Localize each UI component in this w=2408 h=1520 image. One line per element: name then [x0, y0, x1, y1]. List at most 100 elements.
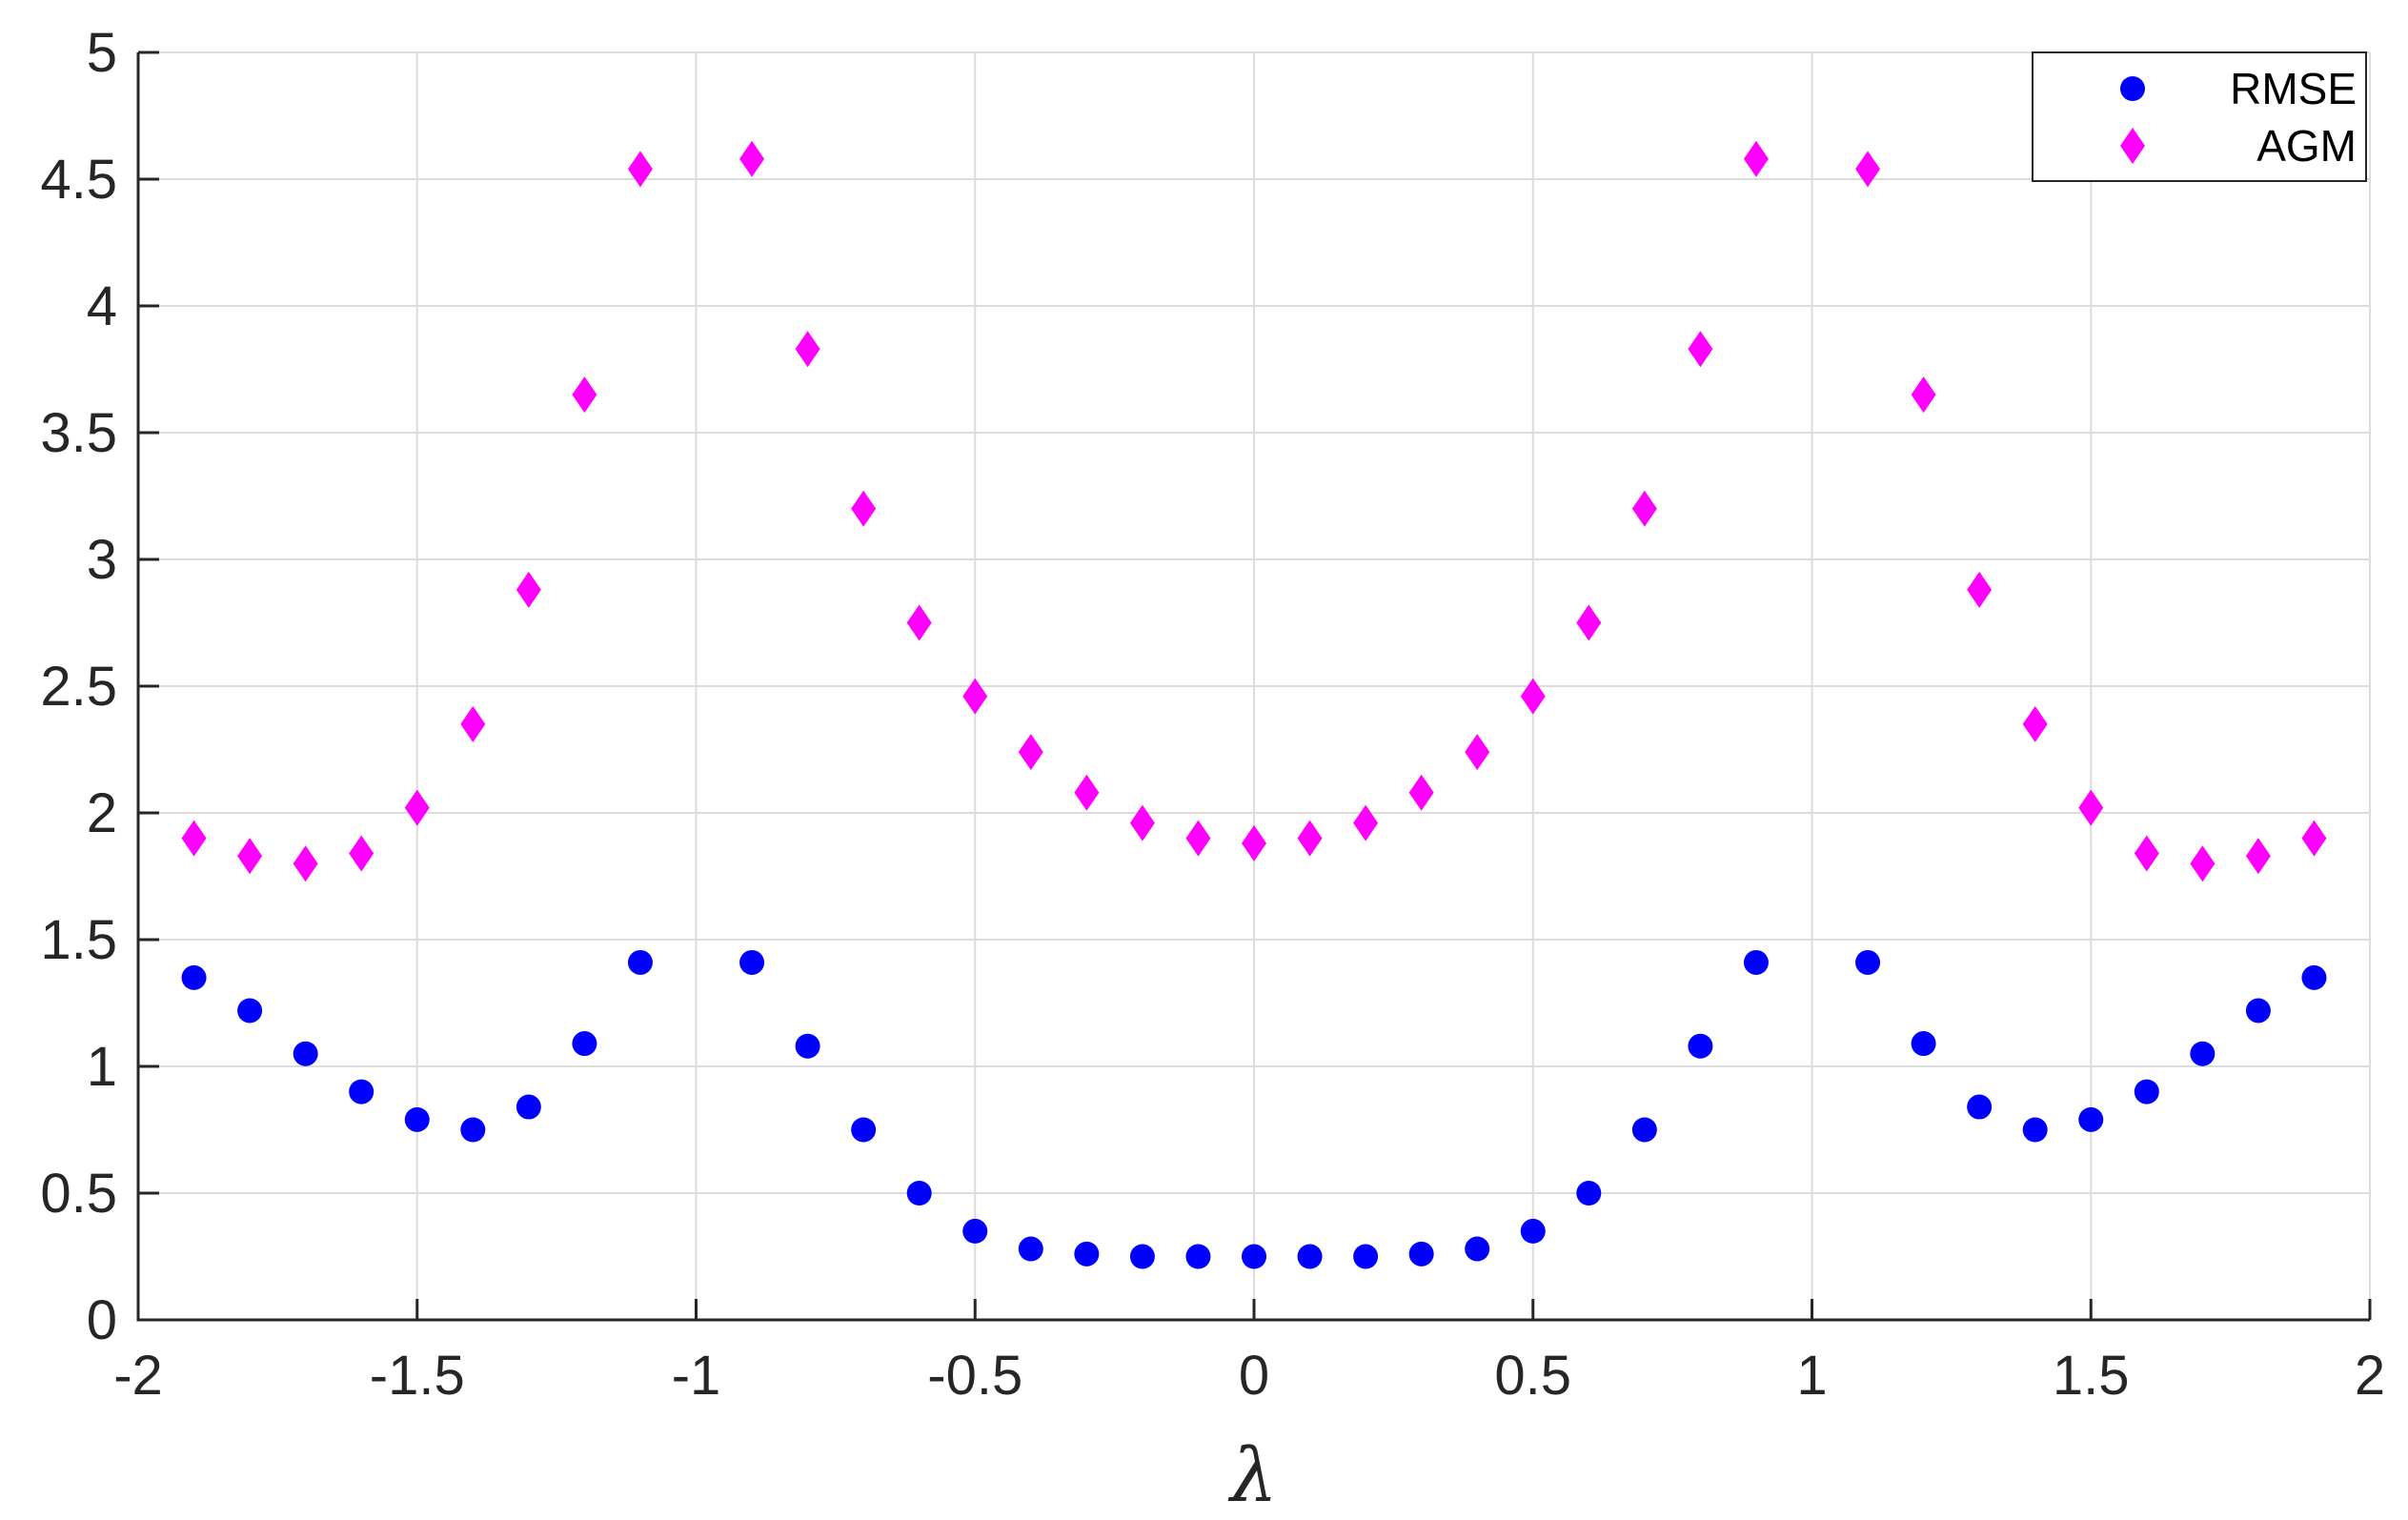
rmse-point	[2301, 964, 2327, 990]
agm-point	[1185, 820, 1211, 857]
agm-point	[1576, 604, 1602, 641]
rmse-point	[1465, 1236, 1490, 1262]
y-tick-label: 2.5	[40, 656, 117, 718]
agm-point	[1018, 734, 1043, 771]
agm-point	[1353, 804, 1379, 841]
x-tick-label: 1	[1796, 1345, 1827, 1407]
agm-point	[1855, 151, 1881, 188]
legend-label-rmse: RMSE	[2230, 64, 2357, 113]
rmse-point	[1185, 1244, 1211, 1269]
agm-point	[181, 820, 207, 857]
y-tick-label: 2	[87, 782, 117, 844]
rmse-point	[2245, 998, 2271, 1023]
agm-point	[906, 604, 932, 641]
rmse-point	[906, 1181, 932, 1206]
agm-point	[2078, 789, 2104, 826]
agm-point	[237, 838, 263, 875]
rmse-point	[181, 964, 207, 990]
x-tick-label: 0.5	[1494, 1345, 1571, 1407]
rmse-point	[1743, 949, 1769, 975]
y-tick-label: 1.5	[40, 909, 117, 971]
y-tick-label: 3.5	[40, 402, 117, 464]
rmse-point	[1129, 1244, 1155, 1269]
y-tick-label: 3	[87, 529, 117, 591]
series-rmse	[181, 949, 2327, 1269]
x-tick-label: -2	[113, 1345, 163, 1407]
rmse-point	[2134, 1079, 2159, 1105]
agm-point	[1520, 678, 1546, 715]
rmse-point	[516, 1094, 541, 1120]
agm-point	[1967, 571, 1993, 608]
rmse-point	[1631, 1117, 1657, 1143]
agm-point	[572, 376, 597, 414]
legend-label-agm: AGM	[2256, 121, 2357, 171]
rmse-point	[1353, 1244, 1379, 1269]
rmse-point	[2078, 1106, 2104, 1132]
y-tick-label: 4.5	[40, 149, 117, 211]
rmse-point	[349, 1079, 374, 1105]
agm-point	[962, 678, 988, 715]
rmse-point	[460, 1117, 486, 1143]
legend-rmse-marker	[2120, 76, 2145, 101]
agm-point	[1297, 820, 1323, 857]
rmse-point	[851, 1117, 877, 1143]
agm-point	[1465, 734, 1490, 771]
rmse-point	[1520, 1218, 1546, 1244]
rmse-point	[1074, 1241, 1100, 1267]
rmse-point	[627, 949, 653, 975]
rmse-point	[739, 949, 765, 975]
agm-point	[404, 789, 430, 826]
legend-agm-marker	[2120, 128, 2145, 164]
rmse-point	[2022, 1117, 2048, 1143]
x-tick-label: 0	[1239, 1345, 1269, 1407]
agm-point	[1631, 490, 1657, 527]
agm-point	[1129, 804, 1155, 841]
x-axis-title: λ	[1227, 1433, 1277, 1519]
agm-point	[293, 845, 318, 882]
rmse-point	[1408, 1241, 1434, 1267]
agm-point	[516, 571, 541, 608]
legend-box	[2032, 51, 2367, 182]
y-tick-label: 0.5	[40, 1163, 117, 1225]
agm-point	[349, 835, 374, 872]
agm-point	[1911, 376, 1936, 414]
data-points	[181, 140, 2327, 1269]
agm-point	[1408, 774, 1434, 811]
rmse-point	[404, 1106, 430, 1132]
x-tick-label: 1.5	[2053, 1345, 2130, 1407]
y-tick-label: 4	[87, 275, 117, 337]
x-tick-label: -1.5	[370, 1345, 465, 1407]
agm-point	[1242, 824, 1266, 861]
y-tick-label: 5	[87, 22, 117, 84]
agm-point	[460, 705, 486, 742]
y-tick-label: 1	[87, 1036, 117, 1098]
agm-point	[739, 140, 765, 177]
agm-point	[2245, 838, 2271, 875]
rmse-point	[962, 1218, 988, 1244]
series-agm	[181, 140, 2327, 882]
rmse-point	[1018, 1236, 1043, 1262]
rmse-point	[293, 1041, 318, 1066]
agm-point	[795, 331, 820, 368]
x-tick-label: -0.5	[927, 1345, 1022, 1407]
rmse-point	[1911, 1031, 1936, 1057]
agm-point	[1688, 331, 1713, 368]
rmse-point	[1242, 1244, 1266, 1269]
axes	[136, 51, 2372, 1322]
agm-point	[2190, 845, 2216, 882]
agm-point	[1743, 140, 1769, 177]
rmse-point	[795, 1033, 820, 1059]
rmse-point	[1576, 1181, 1602, 1206]
rmse-point	[2190, 1041, 2216, 1066]
agm-point	[2301, 820, 2327, 857]
rmse-point	[1688, 1033, 1713, 1059]
y-tick-label: 0	[87, 1289, 117, 1351]
rmse-point	[237, 998, 263, 1023]
rmse-point	[1297, 1244, 1323, 1269]
x-tick-label: -1	[672, 1345, 721, 1407]
legend: RMSE AGM	[2032, 51, 2367, 182]
rmse-point	[572, 1031, 597, 1057]
agm-point	[851, 490, 877, 527]
